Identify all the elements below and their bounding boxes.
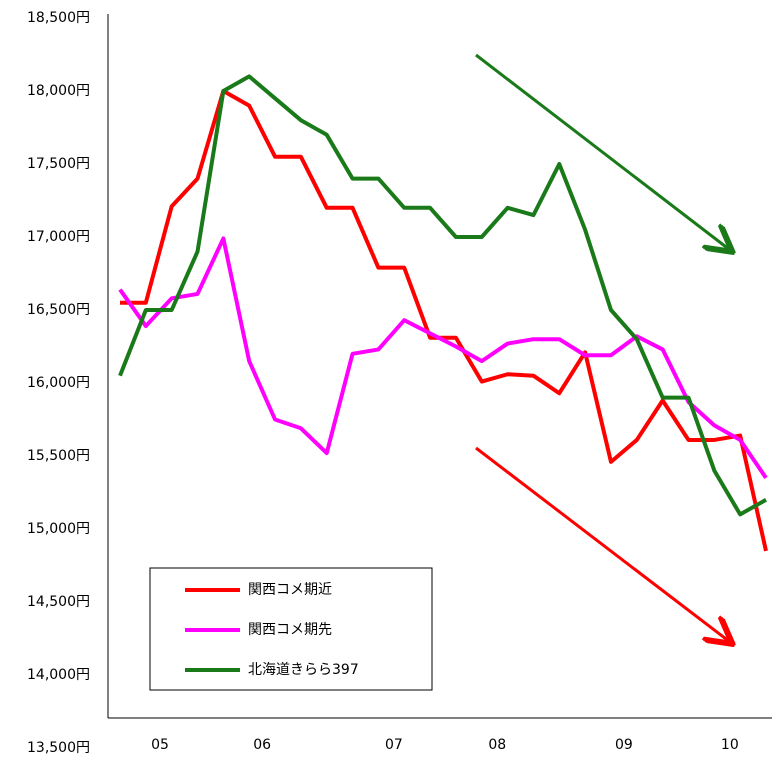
- y-tick-label: 18,000円: [27, 83, 90, 99]
- legend-label: 北海道きらら397: [248, 662, 359, 678]
- y-tick-label: 15,500円: [27, 448, 90, 464]
- x-tick-label: 06: [253, 737, 271, 753]
- y-tick-label: 18,500円: [27, 10, 90, 26]
- y-tick-label: 13,500円: [27, 740, 90, 756]
- legend-label: 関西コメ期近: [248, 582, 332, 598]
- y-tick-label: 17,000円: [27, 229, 90, 245]
- y-tick-label: 14,000円: [27, 667, 90, 683]
- y-tick-label: 15,000円: [27, 521, 90, 537]
- y-tick-label: 16,500円: [27, 302, 90, 318]
- x-tick-label: 05: [151, 737, 169, 753]
- trend-arrow: [475, 53, 730, 250]
- x-tick-label: 07: [385, 737, 403, 753]
- series-line: [120, 89, 768, 552]
- x-tick-label: 09: [615, 737, 633, 753]
- x-tick-label: 10: [721, 737, 739, 753]
- series-line: [118, 236, 768, 480]
- trend-arrow: [475, 446, 730, 642]
- y-tick-label: 17,500円: [27, 156, 90, 172]
- x-tick-label: 08: [488, 737, 506, 753]
- series-line: [118, 74, 767, 517]
- y-tick-label: 14,500円: [27, 594, 90, 610]
- y-tick-label: 16,000円: [27, 375, 90, 391]
- legend-label: 関西コメ期先: [248, 622, 332, 638]
